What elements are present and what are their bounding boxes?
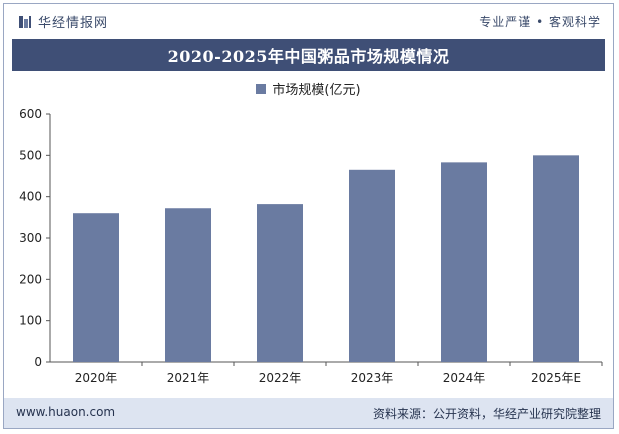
legend: 市场规模(亿元)	[4, 79, 613, 98]
bar	[73, 213, 119, 362]
tagline: 专业严谨 • 客观科学	[479, 15, 601, 29]
legend-label: 市场规模(亿元)	[272, 83, 361, 98]
chart-title: 2020-2025年中国粥品市场规模情况	[167, 47, 450, 66]
y-tick-label: 600	[19, 107, 42, 121]
y-tick-label: 400	[19, 190, 42, 204]
bar	[441, 162, 487, 362]
legend-swatch	[256, 83, 267, 94]
top-bar: 华经情报网 专业严谨 • 客观科学	[4, 4, 613, 36]
x-tick-label: 2024年	[443, 371, 486, 385]
bar-chart: 0 100 200 300 400 500 600 2020年 2021年 2022年 2023年 2…	[19, 107, 603, 385]
x-tick-label: 2022年	[259, 371, 302, 385]
footer: www.huaon.com 资料来源：公开资料，华经产业研究院整理	[4, 398, 613, 428]
title-bar: 2020-2025年中国粥品市场规模情况	[12, 39, 605, 71]
y-tick-label: 200	[19, 272, 42, 286]
bar	[257, 204, 303, 362]
bar	[165, 208, 211, 362]
brand-name: 华经情报网	[38, 16, 109, 31]
x-tick-label: 2025年E	[531, 371, 581, 385]
chart-frame: 华经情报网 专业严谨 • 客观科学 2020-2025年中国粥品市场规模情况 市…	[3, 3, 614, 429]
brand-icon	[19, 15, 31, 28]
x-tick-label: 2021年	[167, 371, 210, 385]
bar	[349, 169, 395, 362]
y-tick-label: 500	[19, 148, 42, 162]
footer-source: 资料来源：公开资料，华经产业研究院整理	[372, 407, 601, 421]
x-tick-label: 2023年	[351, 371, 394, 385]
brand-logo: 华经情报网	[18, 12, 108, 31]
footer-url[interactable]: www.huaon.com	[16, 405, 116, 419]
y-tick-label: 0	[34, 355, 42, 369]
y-tick-label: 100	[19, 314, 42, 328]
y-tick-label: 300	[19, 231, 42, 245]
bar	[533, 155, 579, 362]
x-tick-label: 2020年	[75, 371, 118, 385]
